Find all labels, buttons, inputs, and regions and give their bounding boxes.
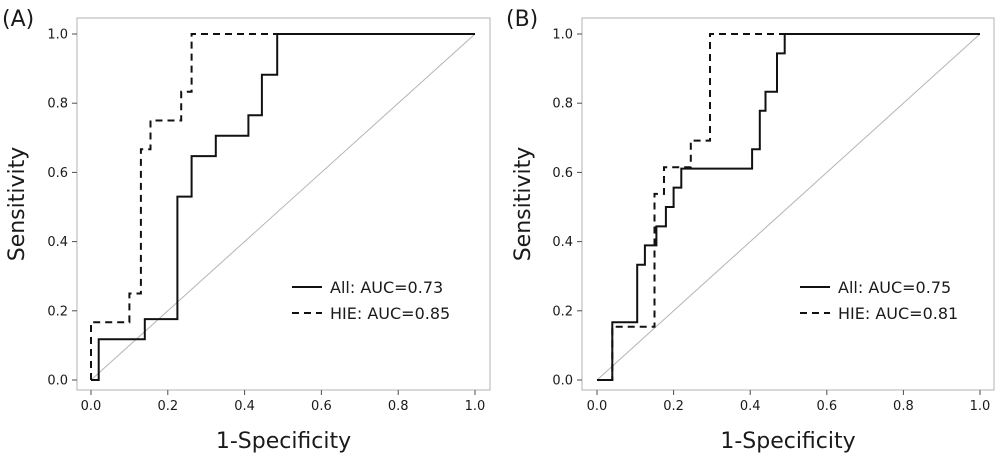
plot-frame	[581, 17, 995, 391]
y-tick-label: 0.4	[552, 235, 573, 250]
y-tick-label: 0.8	[552, 97, 573, 112]
roc-curve-all	[91, 33, 475, 381]
x-axis-label: 1-Specificity	[720, 429, 855, 454]
y-tick-label: 1.0	[552, 28, 573, 43]
roc-curve-all	[597, 33, 980, 381]
x-tick-label: 0.6	[816, 399, 837, 414]
y-tick-label: 0.8	[47, 97, 68, 112]
chart-panel-1: 0.0 0.2 0.4 0.6 0.8 1.0 0.0 0.2 0.4 0.6 0.8 1.0 1-Sp…	[2, 7, 491, 454]
y-axis-label: Sensitivity	[511, 147, 536, 262]
x-tick-label: 1.0	[465, 399, 486, 414]
x-tick-label: 0.0	[81, 399, 102, 414]
y-tick-label: 1.0	[47, 28, 68, 43]
panel-label: (A)	[2, 7, 34, 32]
y-axis-label: Sensitivity	[5, 147, 30, 262]
x-tick-label: 1.0	[970, 399, 991, 414]
x-tick-label: 0.8	[893, 399, 914, 414]
reference-diagonal	[90, 33, 476, 381]
x-tick-label: 0.2	[663, 399, 684, 414]
legend-label: All: AUC=0.73	[330, 278, 443, 297]
x-tick-label: 0.4	[740, 399, 761, 414]
x-tick-label: 0.4	[234, 399, 255, 414]
x-tick-label: 0.0	[587, 399, 608, 414]
roc-curve-hie	[90, 33, 475, 380]
y-tick-label: 0.4	[47, 235, 68, 250]
reference-diagonal	[596, 33, 981, 381]
chart-panel-2: 0.0 0.2 0.4 0.6 0.8 1.0 0.0 0.2 0.4 0.6 0.8 1.0 1-Sp…	[506, 7, 995, 454]
y-tick-label: 0.6	[47, 166, 68, 181]
y-tick-label: 0.0	[552, 374, 573, 389]
y-tick-label: 0.6	[552, 166, 573, 181]
y-tick-label: 0.0	[47, 374, 68, 389]
x-tick-label: 0.6	[311, 399, 332, 414]
roc-curve-hie	[597, 33, 980, 381]
panel-label: (B)	[506, 7, 538, 32]
y-tick-label: 0.2	[552, 304, 573, 319]
x-tick-label: 0.8	[388, 399, 409, 414]
x-tick-label: 0.2	[157, 399, 178, 414]
y-tick-label: 0.2	[47, 304, 68, 319]
legend-label: HIE: AUC=0.85	[330, 304, 450, 323]
x-axis-label: 1-Specificity	[216, 429, 351, 454]
plot-frame	[76, 17, 491, 391]
legend-label: HIE: AUC=0.81	[838, 304, 958, 323]
legend-label: All: AUC=0.75	[838, 278, 951, 297]
